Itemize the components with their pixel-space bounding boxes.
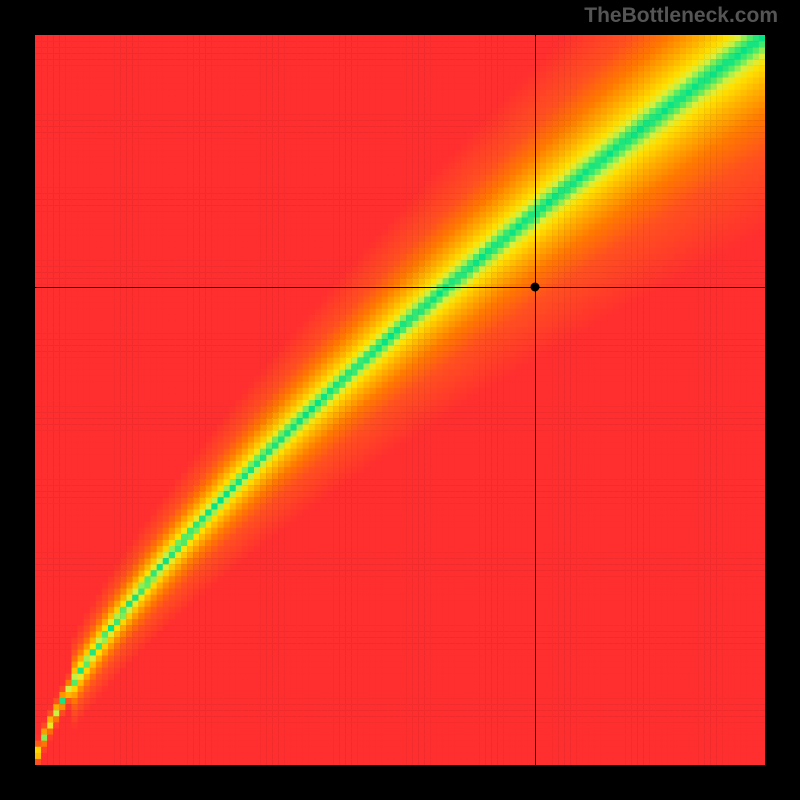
crosshair-horizontal [35,287,765,288]
heatmap-canvas [35,35,765,765]
selected-point-marker [531,282,540,291]
crosshair-vertical [535,35,536,765]
heatmap-plot [35,35,765,765]
watermark-text: TheBottleneck.com [584,4,778,28]
